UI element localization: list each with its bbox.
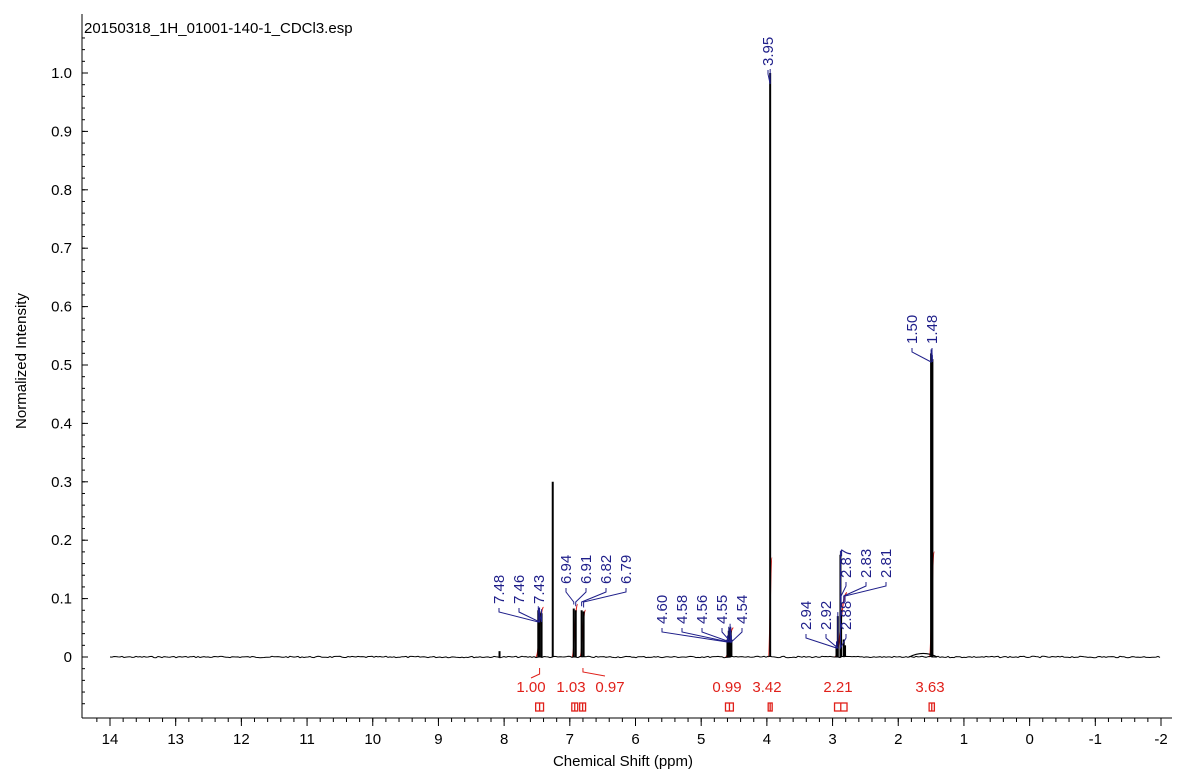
integral-value-label: 3.42 bbox=[752, 679, 781, 696]
peak-label: 2.88 bbox=[838, 601, 855, 630]
x-tick-label: 5 bbox=[697, 731, 705, 748]
peak-label: 1.50 bbox=[904, 315, 921, 344]
peak-label: 4.54 bbox=[734, 595, 751, 624]
integral-leader bbox=[530, 668, 541, 679]
peak-label: 4.60 bbox=[654, 595, 671, 624]
integral-value-label: 0.97 bbox=[595, 679, 624, 696]
integral-value-label: 3.63 bbox=[915, 679, 944, 696]
x-tick-label: 12 bbox=[233, 731, 250, 748]
x-tick-label: 0 bbox=[1025, 731, 1033, 748]
peak-label: 2.87 bbox=[838, 549, 855, 578]
x-tick-label: -1 bbox=[1089, 731, 1102, 748]
y-tick-label: 0.1 bbox=[51, 591, 72, 608]
peak-label: 2.81 bbox=[878, 549, 895, 578]
peak-label-leader bbox=[581, 588, 607, 607]
integral-leader bbox=[582, 668, 606, 677]
integral-value-label: 2.21 bbox=[823, 679, 852, 696]
y-tick-label: 0.7 bbox=[51, 240, 72, 257]
peak-label: 6.79 bbox=[618, 555, 635, 584]
peak-label-leader bbox=[839, 550, 847, 650]
x-tick-label: 11 bbox=[299, 731, 315, 748]
y-tick-label: 0.8 bbox=[51, 182, 72, 199]
y-tick-label: 0.4 bbox=[51, 415, 72, 432]
integral-labels: 1.00 1.03 0.97 0.99 3.42 2.21 3.63 bbox=[516, 668, 945, 712]
peak-label-leader bbox=[583, 588, 627, 608]
y-tick-label: 1.0 bbox=[51, 65, 72, 82]
y-tick-label: 0 bbox=[64, 649, 72, 666]
peak-label-leader bbox=[805, 634, 838, 649]
integral-value-label: 1.03 bbox=[556, 679, 585, 696]
peak-label-leader bbox=[840, 582, 847, 602]
integral-value-label: 1.00 bbox=[516, 679, 545, 696]
x-axis: 14 13 12 11 10 9 8 7 6 5 4 3 2 1 0 -1 -2 bbox=[82, 717, 1172, 748]
y-tick-label: 0.6 bbox=[51, 299, 72, 316]
y-tick-label: 0.5 bbox=[51, 357, 72, 374]
x-axis-label: Chemical Shift (ppm) bbox=[553, 753, 693, 770]
y-axis-label: Normalized Intensity bbox=[13, 293, 30, 429]
peak-label: 4.58 bbox=[674, 595, 691, 624]
y-axis: 0 0.1 0.2 0.3 0.4 0.5 0.6 0.7 0.8 0.9 1.0 bbox=[51, 14, 88, 718]
x-tick-label: 7 bbox=[566, 731, 574, 748]
peak-label-leader bbox=[701, 623, 731, 643]
peak-label-leader bbox=[730, 628, 743, 644]
x-tick-label: 6 bbox=[631, 731, 639, 748]
peak-label-leader bbox=[575, 588, 587, 607]
peak-label: 6.91 bbox=[578, 555, 595, 584]
peak-label-leader bbox=[721, 626, 732, 644]
y-tick-label: 0.9 bbox=[51, 123, 72, 140]
peak-label-leader bbox=[825, 612, 839, 650]
peak-label-leader bbox=[911, 348, 932, 363]
spectrum-trace bbox=[109, 73, 1161, 659]
peak-label: 7.48 bbox=[491, 575, 508, 604]
x-tick-label: -2 bbox=[1154, 731, 1167, 748]
x-tick-label: 2 bbox=[894, 731, 902, 748]
x-tick-label: 10 bbox=[364, 731, 381, 748]
integral-value-label: 0.99 bbox=[712, 679, 741, 696]
x-tick-label: 3 bbox=[828, 731, 836, 748]
y-tick-label: 0.3 bbox=[51, 474, 72, 491]
peak-label: 6.82 bbox=[598, 555, 615, 584]
x-tick-label: 9 bbox=[434, 731, 442, 748]
y-tick-label: 0.2 bbox=[51, 532, 72, 549]
peak-label-leader bbox=[538, 608, 543, 623]
spectrum-baseline bbox=[109, 655, 1161, 659]
peak-label: 2.92 bbox=[818, 601, 835, 630]
peak-label-leader bbox=[681, 626, 730, 643]
peak-label: 7.43 bbox=[531, 575, 548, 604]
peak-label: 4.55 bbox=[714, 595, 731, 624]
peak-label: 3.95 bbox=[760, 37, 777, 66]
x-tick-label: 8 bbox=[500, 731, 508, 748]
peak-label: 2.83 bbox=[858, 549, 875, 578]
peak-label: 1.48 bbox=[924, 315, 941, 344]
chart-title: 20150318_1H_01001-140-1_CDCl3.esp bbox=[84, 20, 353, 37]
x-tick-label: 13 bbox=[167, 731, 184, 748]
peak-label-leader bbox=[767, 69, 771, 85]
x-tick-label: 4 bbox=[763, 731, 771, 748]
x-tick-label: 1 bbox=[960, 731, 968, 748]
peak-label: 4.56 bbox=[694, 595, 711, 624]
peak-label: 2.94 bbox=[798, 601, 815, 630]
peak-label-leader bbox=[498, 606, 539, 623]
peak-labels: 7.48 7.46 7.43 6.94 6.91 6.82 6.79 4.60 4.58 4.56… bbox=[491, 37, 941, 650]
peak-label-leader bbox=[844, 582, 887, 602]
peak-label: 6.94 bbox=[558, 555, 575, 584]
x-tick-label: 14 bbox=[102, 731, 119, 748]
baseline-bump bbox=[908, 652, 938, 658]
peak-label-leader bbox=[843, 582, 867, 602]
peak-label-leader bbox=[565, 588, 575, 605]
peak-label: 7.46 bbox=[511, 575, 528, 604]
